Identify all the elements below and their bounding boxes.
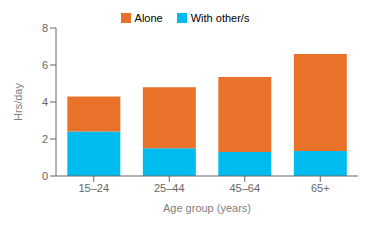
svg-text:2: 2 bbox=[42, 133, 48, 145]
svg-text:0: 0 bbox=[42, 170, 48, 182]
html-text:With other/s: With other/s bbox=[190, 12, 250, 24]
svg-text:Hrs/day: Hrs/day bbox=[12, 83, 24, 121]
html-text:Alone: Alone bbox=[134, 12, 163, 24]
svg-text:15–24: 15–24 bbox=[78, 182, 109, 194]
svg-text:Age group (years): Age group (years) bbox=[163, 202, 251, 214]
svg-text:65+: 65+ bbox=[311, 182, 330, 194]
svg-text:4: 4 bbox=[42, 96, 48, 108]
svg-text:8: 8 bbox=[42, 22, 48, 34]
svg-text:6: 6 bbox=[42, 59, 48, 71]
svg-text:45–64: 45–64 bbox=[229, 182, 260, 194]
svg-text:25–44: 25–44 bbox=[154, 182, 185, 194]
